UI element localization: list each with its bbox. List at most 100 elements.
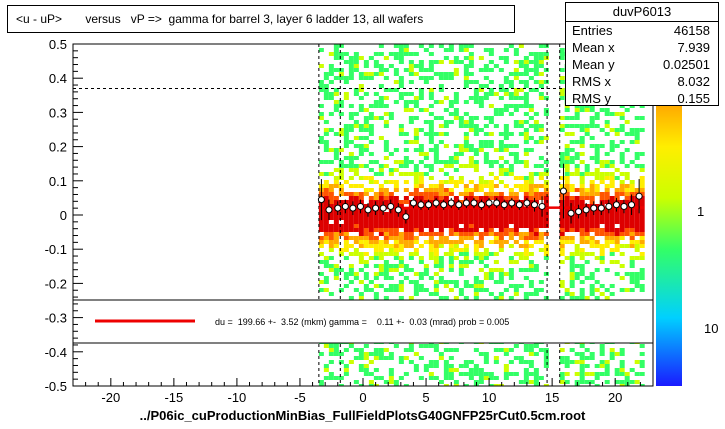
heatmap-cell [353,204,359,208]
heatmap-cell [368,124,374,128]
heatmap-cell [528,68,534,72]
heatmap-cell [473,100,479,104]
heatmap-cell [468,372,474,376]
heatmap-cell [383,200,389,204]
heatmap-cell [523,148,529,152]
heatmap-cell [423,76,429,80]
heatmap-cell [388,352,394,356]
heatmap-cell [488,220,494,224]
heatmap-cell [463,164,469,168]
heatmap-cell [388,196,394,200]
heatmap-cell [483,64,489,68]
heatmap-cell [413,220,419,224]
heatmap-cell [488,204,494,208]
heatmap-cell [363,164,369,168]
heatmap-cell [373,256,379,260]
heatmap-cell [398,264,404,268]
heatmap-cell [328,184,334,188]
heatmap-cell [423,188,429,192]
heatmap-cell [584,164,590,168]
heatmap-cell [629,288,635,292]
heatmap-cell [408,92,414,96]
heatmap-cell [363,108,369,112]
heatmap-cell [318,272,324,276]
heatmap-cell [639,164,645,168]
heatmap-cell [604,216,610,220]
heatmap-cell [448,240,454,244]
heatmap-cell [629,224,635,228]
heatmap-cell [373,276,379,280]
heatmap-cell [383,120,389,124]
heatmap-cell [458,180,464,184]
heatmap-cell [413,288,419,292]
heatmap-cell [378,232,384,236]
heatmap-cell [584,204,590,208]
heatmap-cell [634,204,640,208]
file-path-footer: ../P06ic_cuProductionMinBias_FullFieldPl… [139,408,586,423]
heatmap-cell [468,208,474,212]
heatmap-cell [448,356,454,360]
heatmap-cell [453,228,459,232]
profile-point [605,202,613,210]
heatmap-cell [323,160,329,164]
heatmap-cell [348,184,354,188]
heatmap-cell [639,128,645,132]
heatmap-cell [408,348,414,352]
heatmap-cell [473,96,479,100]
heatmap-cell [383,216,389,220]
heatmap-cell [503,240,509,244]
heatmap-cell [513,372,519,376]
heatmap-cell [508,260,514,264]
heatmap-cell [353,112,359,116]
heatmap-cell [413,292,419,296]
heatmap-cell [498,132,504,136]
heatmap-cell [358,148,364,152]
heatmap-cell [438,100,444,104]
heatmap-cell [528,192,534,196]
heatmap-cell [528,260,534,264]
heatmap-cell [428,236,434,240]
heatmap-cell [463,192,469,196]
heatmap-cell [523,216,529,220]
heatmap-cell [559,244,565,248]
heatmap-cell [604,196,610,200]
heatmap-cell [438,352,444,356]
heatmap-cell [564,212,570,216]
heatmap-cell [503,148,509,152]
heatmap-cell [458,288,464,292]
profile-point [508,199,516,207]
heatmap-cell [363,124,369,128]
heatmap-cell [368,224,374,228]
heatmap-cell [448,232,454,236]
heatmap-cell [333,48,339,52]
heatmap-cell [634,380,640,384]
heatmap-cell [488,88,494,92]
heatmap-cell [438,140,444,144]
heatmap-cell [448,368,454,372]
heatmap-cell [634,272,640,276]
heatmap-cell [473,116,479,120]
heatmap-cell [403,92,409,96]
heatmap-cell [639,364,645,368]
profile-point [432,199,440,207]
heatmap-cell [523,152,529,156]
heatmap-cell [393,248,399,252]
heatmap-cell [599,292,605,296]
heatmap-cell [493,148,499,152]
heatmap-cell [343,276,349,280]
heatmap-cell [458,228,464,232]
heatmap-cell [348,104,354,108]
profile-point [379,204,387,212]
heatmap-cell [448,160,454,164]
heatmap-cell [333,104,339,108]
heatmap-cell [398,240,404,244]
heatmap-cell [589,244,595,248]
heatmap-cell [433,360,439,364]
heatmap-cell [328,216,334,220]
heatmap-cell [538,232,544,236]
heatmap-cell [463,296,469,300]
heatmap-cell [398,224,404,228]
heatmap-cell [634,208,640,212]
heatmap-cell [458,192,464,196]
heatmap-cell [353,224,359,228]
